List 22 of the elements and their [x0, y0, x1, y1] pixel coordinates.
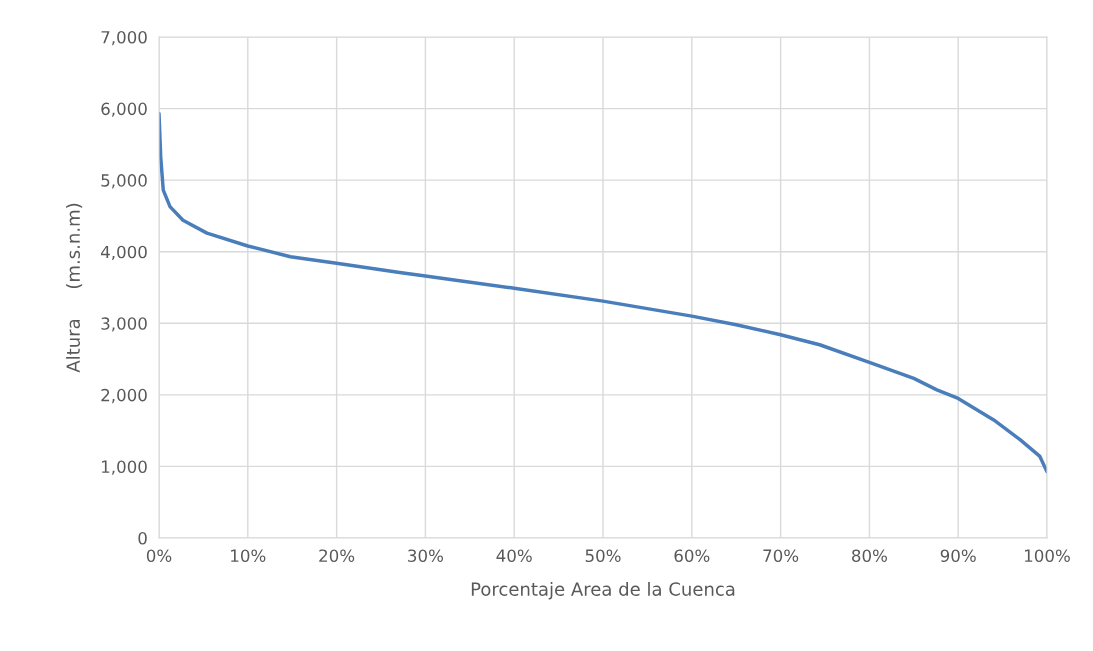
y-tick-label: 6,000 — [101, 102, 147, 117]
x-tick-label: 0% — [146, 549, 172, 563]
line-series — [159, 111, 1047, 474]
x-tick-label: 60% — [674, 549, 710, 563]
y-tick-label: 2,000 — [101, 388, 147, 404]
y-axis-title: Altura (m.s.n.m) — [66, 203, 83, 373]
x-tick-label: 80% — [852, 549, 887, 563]
x-tick-label: 90% — [940, 549, 976, 563]
x-tick-label: 10% — [231, 549, 266, 563]
x-tick-label: 70% — [763, 549, 799, 563]
y-tick-label: 4,000 — [100, 245, 147, 260]
y-tick-label: 0 — [138, 531, 147, 545]
x-tick-label: 30% — [408, 549, 443, 563]
y-tick-label: 1,000 — [102, 460, 147, 475]
y-tick-label: 3,000 — [101, 317, 147, 332]
x-axis-title: Porcentaje Area de la Cuenca — [471, 581, 735, 600]
x-tick-label: 100% — [1025, 549, 1070, 563]
y-tick-label: 5,000 — [101, 174, 147, 189]
x-tick-label: 40% — [496, 549, 532, 563]
y-tick-label: 7,000 — [101, 30, 147, 46]
x-tick-label: 50% — [585, 549, 621, 563]
x-tick-label: 20% — [319, 549, 355, 563]
